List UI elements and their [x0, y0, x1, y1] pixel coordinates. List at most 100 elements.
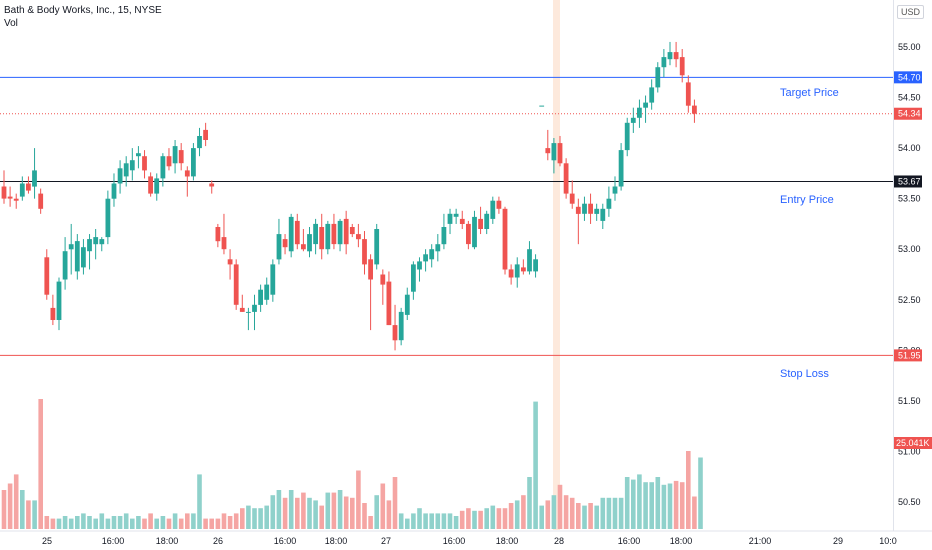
volume-bar [398, 513, 404, 529]
x-tick-label: 18:00 [325, 536, 348, 546]
candle-body [459, 218, 465, 224]
candle-body [123, 163, 129, 177]
volume-value-label: 25.041K [896, 438, 930, 448]
candle-body [637, 107, 642, 118]
volume-bar [435, 513, 441, 529]
candle-body [557, 143, 563, 164]
volume-bar [105, 518, 111, 529]
y-tick-label: 53.00 [898, 244, 921, 254]
candle-body [32, 170, 37, 187]
candle-body [484, 213, 490, 229]
candle-body [429, 249, 435, 260]
candle-body [380, 274, 386, 285]
session-highlight [553, 0, 560, 530]
volume-bar [551, 495, 557, 529]
volume-bar [215, 518, 221, 529]
volume-bar [533, 401, 538, 529]
volume-bar [246, 505, 251, 529]
volume-bar [148, 513, 153, 529]
candle-body [374, 229, 380, 265]
volume-bar [197, 474, 202, 529]
volume-bar [362, 503, 367, 529]
volume-bar [325, 492, 331, 529]
volume-bar [618, 497, 624, 529]
candle-body [453, 213, 459, 217]
candle-body [679, 57, 685, 76]
volume-bar [380, 483, 386, 529]
y-tick-label: 51.00 [898, 446, 921, 456]
volume-bar [429, 513, 434, 529]
candle-body [386, 281, 392, 326]
volume-bar [221, 513, 227, 529]
volume-bar [667, 483, 673, 529]
candle-body [569, 193, 575, 204]
candle-body [38, 193, 44, 209]
candle-body [172, 146, 178, 164]
candle-body [178, 150, 184, 164]
volume-bar [301, 492, 306, 529]
candle-body [588, 203, 593, 214]
candle-body [129, 160, 135, 171]
volume-bar [337, 490, 343, 529]
candle-body [582, 203, 587, 214]
volume-bar [679, 482, 685, 529]
volume-bar [405, 518, 410, 529]
volume-bar [185, 513, 190, 529]
candle-body [661, 57, 667, 68]
candle-body [209, 183, 215, 187]
candle-body [191, 148, 196, 177]
candle-body [148, 176, 153, 194]
volume-bar [166, 518, 172, 529]
y-tick-label: 50.50 [898, 497, 921, 507]
candle-body [117, 168, 123, 184]
candle-body [19, 183, 25, 197]
volume-bar [612, 497, 618, 529]
volume-bar [508, 503, 514, 529]
candle-body [655, 67, 661, 88]
volume-bar [288, 490, 294, 529]
candle-body [551, 143, 557, 161]
volume-bar [209, 518, 214, 529]
volume-bar [227, 516, 233, 529]
candle-body [692, 105, 697, 114]
candle-body [264, 284, 270, 300]
candle-body [618, 150, 624, 187]
volume-bar [649, 482, 654, 529]
candle-body [392, 325, 398, 341]
volume-bar [698, 457, 703, 529]
volume-bar [50, 518, 56, 529]
candle-body [307, 234, 312, 252]
candle-body [331, 223, 337, 245]
candle-body [539, 105, 545, 107]
candle-body [594, 208, 600, 214]
x-tick-label: 26 [213, 536, 223, 546]
candle-body [533, 259, 538, 272]
candle-body [313, 223, 318, 245]
volume-bar [276, 490, 282, 529]
x-tick-label: 16:00 [618, 536, 641, 546]
volume-bar [93, 518, 98, 529]
volume-bar [686, 451, 691, 529]
volume-bar [588, 503, 593, 529]
candle-body [44, 257, 50, 295]
currency-badge[interactable]: USD [896, 5, 924, 19]
volume-bar [319, 505, 324, 529]
volume-bar [423, 513, 428, 529]
x-tick-label: 27 [381, 536, 391, 546]
candle-body [368, 259, 373, 280]
volume-bar [331, 492, 337, 529]
candle-body [624, 122, 630, 151]
candle-body [1, 186, 7, 199]
y-tick-label: 54.50 [898, 93, 921, 103]
volume-bar [123, 513, 129, 529]
candle-body [13, 198, 19, 201]
volume-bar [81, 513, 86, 529]
volume-bar [142, 518, 147, 529]
level-price-label: 53.67 [898, 176, 921, 186]
last-price-label: 54.34 [898, 109, 921, 119]
volume-bar [7, 483, 13, 529]
volume-bar [374, 495, 379, 529]
volume-bar [643, 482, 648, 529]
candle-body [545, 148, 551, 154]
